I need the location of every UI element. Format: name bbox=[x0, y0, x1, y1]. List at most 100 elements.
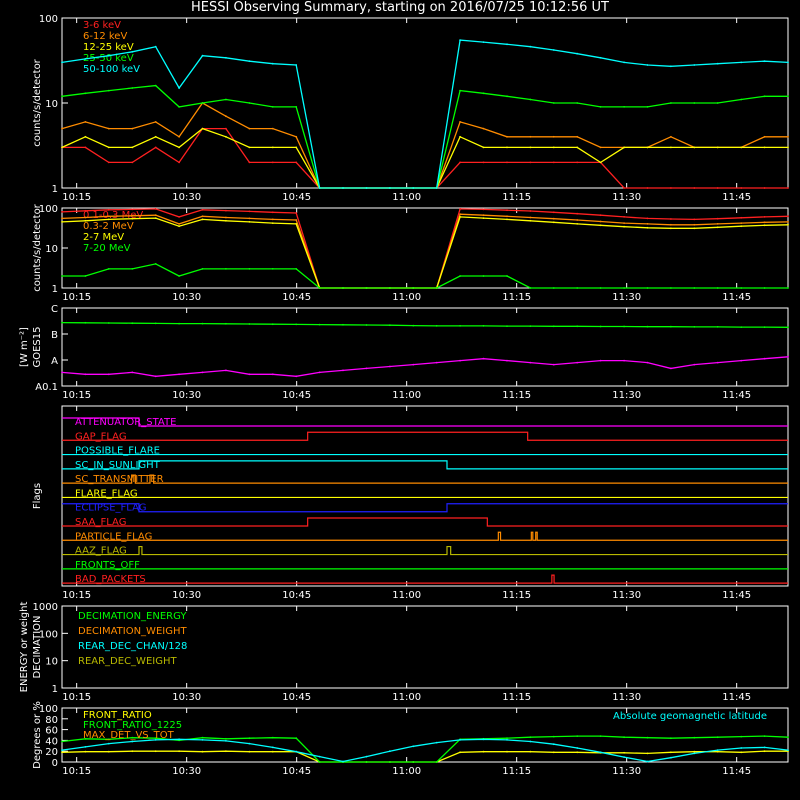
data-point bbox=[248, 737, 251, 740]
data-point bbox=[716, 226, 719, 229]
data-point bbox=[389, 365, 391, 368]
y-tick-label: 0 bbox=[52, 758, 58, 769]
data-point bbox=[482, 41, 485, 43]
data-point bbox=[670, 367, 672, 370]
data-point bbox=[271, 373, 274, 376]
data-point bbox=[248, 221, 251, 223]
data-point bbox=[740, 287, 743, 289]
y-tick-label: 80 bbox=[45, 715, 58, 726]
panel-dec: 10:15 10:30 10:45 11:00 11:15 11:30 11:45 1 10 10… bbox=[19, 602, 789, 703]
data-point bbox=[506, 161, 508, 164]
data-point bbox=[670, 65, 672, 68]
data-point bbox=[225, 750, 227, 753]
data-point bbox=[389, 287, 391, 289]
flag-label: PARTICLE_FLAG bbox=[75, 531, 152, 542]
data-point bbox=[693, 287, 696, 289]
data-point bbox=[178, 322, 181, 325]
x-tick-label: 11:00 bbox=[392, 766, 421, 777]
data-point bbox=[271, 750, 274, 753]
data-point bbox=[178, 146, 181, 149]
data-point bbox=[107, 208, 110, 211]
data-point bbox=[552, 325, 555, 328]
data-point bbox=[84, 373, 87, 376]
data-point bbox=[552, 49, 555, 51]
data-point bbox=[482, 92, 485, 95]
x-tick-label: 10:45 bbox=[282, 692, 311, 703]
data-point bbox=[61, 211, 63, 213]
data-point bbox=[295, 161, 298, 164]
data-point bbox=[529, 219, 532, 222]
data-point bbox=[365, 367, 368, 370]
chart-title: HESSI Observing Summary, starting on 201… bbox=[191, 0, 609, 15]
data-point bbox=[389, 187, 391, 189]
series-line bbox=[61, 356, 789, 377]
x-tick-label: 10:15 bbox=[62, 590, 91, 601]
data-point bbox=[670, 146, 672, 149]
data-point bbox=[529, 146, 532, 149]
data-point bbox=[576, 102, 579, 104]
data-point bbox=[154, 375, 157, 378]
data-point bbox=[225, 209, 227, 212]
data-point bbox=[740, 61, 743, 64]
x-tick-label: 10:15 bbox=[62, 692, 91, 703]
data-point bbox=[365, 324, 368, 326]
data-point bbox=[693, 326, 696, 328]
legend-entry: DECIMATION_WEIGHT bbox=[78, 626, 187, 637]
data-point bbox=[459, 121, 461, 123]
flag-line bbox=[62, 417, 788, 427]
data-point bbox=[107, 373, 110, 376]
flag-line bbox=[62, 431, 788, 441]
data-point bbox=[131, 161, 134, 164]
data-point bbox=[131, 208, 134, 211]
y-tick-label: 10 bbox=[45, 657, 58, 668]
data-point bbox=[412, 761, 415, 763]
legend-entry: 0.1-0.3 MeV bbox=[83, 210, 143, 221]
data-point bbox=[271, 146, 274, 149]
data-point bbox=[599, 106, 602, 108]
data-point bbox=[107, 89, 110, 92]
data-point bbox=[459, 39, 461, 41]
data-point bbox=[529, 45, 532, 48]
data-point bbox=[248, 742, 251, 745]
data-point bbox=[552, 211, 555, 214]
x-tick-label: 10:45 bbox=[282, 192, 311, 203]
data-point bbox=[295, 106, 298, 108]
y-tick-label: 1000 bbox=[33, 602, 58, 613]
data-point bbox=[178, 135, 181, 138]
data-point bbox=[787, 146, 789, 149]
data-point bbox=[623, 359, 625, 362]
data-point bbox=[716, 736, 719, 739]
y-tick-label: 1 bbox=[52, 184, 58, 195]
data-point bbox=[295, 750, 298, 753]
data-point bbox=[412, 324, 415, 327]
data-point bbox=[318, 761, 321, 763]
data-point bbox=[412, 363, 415, 366]
data-point bbox=[201, 371, 204, 374]
data-point bbox=[482, 146, 485, 149]
data-point bbox=[84, 135, 87, 138]
data-point bbox=[482, 127, 485, 130]
y-tick-label: 1 bbox=[52, 684, 58, 695]
data-point bbox=[646, 106, 649, 108]
y-tick-label: 100 bbox=[39, 704, 58, 715]
y-tick-label: 100 bbox=[39, 14, 58, 25]
data-point bbox=[576, 751, 579, 754]
y-axis-unit: [W m⁻²] bbox=[19, 327, 30, 367]
data-point bbox=[201, 102, 204, 104]
data-point bbox=[740, 222, 743, 225]
data-point bbox=[84, 146, 87, 149]
x-tick-label: 10:30 bbox=[172, 692, 201, 703]
data-point bbox=[295, 135, 298, 138]
x-tick-label: 10:30 bbox=[172, 766, 201, 777]
data-point bbox=[646, 226, 649, 229]
data-point bbox=[506, 146, 508, 149]
data-point bbox=[389, 324, 391, 327]
panel-hi: 10:15 10:30 10:45 11:00 11:15 11:30 11:45 1 10 10… bbox=[32, 203, 789, 303]
data-point bbox=[482, 325, 485, 327]
data-point bbox=[342, 287, 344, 289]
data-point bbox=[365, 761, 368, 763]
data-point bbox=[763, 326, 766, 328]
data-point bbox=[693, 64, 696, 66]
y-tick-label: 10 bbox=[45, 244, 58, 255]
data-point bbox=[248, 373, 251, 376]
